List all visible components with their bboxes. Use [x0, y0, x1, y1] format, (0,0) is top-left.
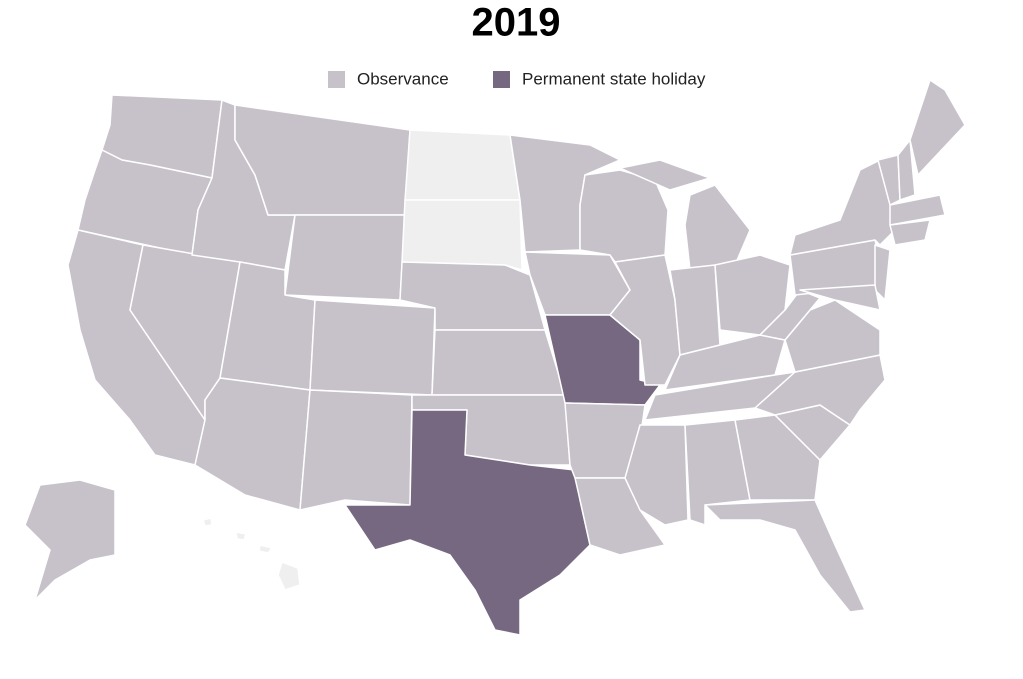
state: [277, 561, 301, 591]
state: [759, 289, 821, 341]
state: [284, 214, 406, 301]
state: [889, 219, 931, 246]
state: [799, 284, 881, 311]
state: [202, 517, 213, 527]
state: [299, 389, 413, 511]
state: [235, 531, 247, 541]
legend-swatch: [328, 71, 345, 88]
state: [909, 79, 966, 176]
states: [24, 79, 966, 636]
state: [344, 409, 591, 636]
state: [401, 199, 523, 271]
state: [874, 244, 891, 301]
state: [889, 194, 946, 226]
state: [404, 129, 521, 201]
state: [619, 159, 711, 191]
state: [754, 354, 886, 426]
state: [704, 499, 866, 613]
state: [684, 184, 751, 271]
state: [734, 414, 821, 501]
state: [431, 329, 566, 396]
state: [609, 254, 681, 386]
legend: Observance Permanent state holiday: [328, 69, 706, 88]
state: [309, 299, 436, 396]
title: 2019: [472, 1, 561, 45]
state: [24, 479, 116, 601]
state: [897, 139, 916, 201]
legend-label: Observance: [357, 69, 449, 88]
state: [194, 377, 311, 511]
legend-swatch: [493, 71, 510, 88]
legend-label: Permanent state holiday: [522, 69, 706, 88]
state: [258, 544, 273, 554]
